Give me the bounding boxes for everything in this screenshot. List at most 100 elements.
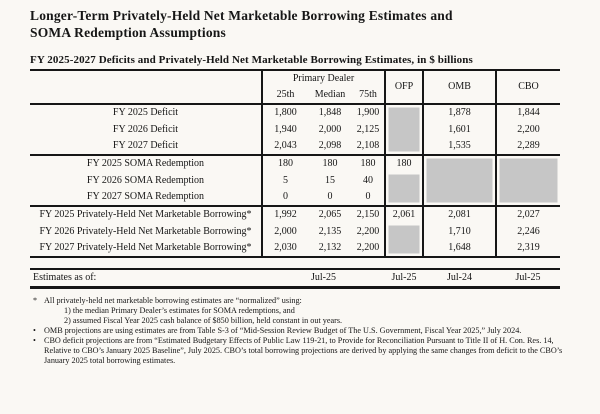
page-title: Longer-Term Privately-Held Net Marketabl… [30, 8, 570, 41]
table-row: FY 2027 Privately-Held Net Marketable Bo… [30, 240, 560, 257]
value-cell: 1,535 [423, 138, 497, 155]
value-cell: 1,992 [261, 206, 308, 223]
value-cell: 0 [327, 191, 333, 202]
value-cell: 180 [360, 158, 376, 169]
value-cell: 2,000 [261, 223, 308, 240]
footnotes: * All privately-held net marketable borr… [30, 296, 578, 366]
estimates-primary-dealer-date: Jul-25 [311, 272, 336, 284]
value-cell: 0 [261, 189, 308, 206]
table-row: FY 2026 Privately-Held Net Marketable Bo… [30, 223, 560, 257]
value-cell: 15 [325, 174, 335, 186]
value-cell: 2,043 [261, 138, 308, 155]
value-cell: 2,200 [517, 123, 540, 135]
header-row-percentiles: 25th Median 75th [30, 87, 560, 104]
value-cell: 1,844 [517, 107, 540, 118]
value-cell: 2,061 [384, 206, 424, 223]
value-cell: 1,648 [423, 240, 497, 257]
value-cell: 1,900 [356, 107, 380, 118]
value-cell: 2,065 [318, 209, 342, 220]
footnote-cbo: • CBO deficit projections are from “Esti… [30, 336, 578, 366]
value-cell: 2,135 [318, 225, 342, 237]
value-cell: 180 [322, 158, 338, 169]
row-label: FY 2026 Privately-Held Net Marketable Bo… [39, 225, 252, 237]
borrowing-estimates-table: Primary Dealer OFP OMB CBO 25th Median 7… [30, 69, 560, 258]
footnote-marker: • [33, 325, 36, 335]
estimates-as-of-table: Estimates as of: Jul-25 Jul-25 Jul-24 Ju… [30, 268, 560, 289]
value-cell: 2,132 [318, 242, 342, 253]
footnote-text: All privately-held net marketable borrow… [44, 295, 302, 305]
value-cell: 180 [261, 155, 308, 172]
value-cell: 1,800 [261, 104, 308, 121]
value-cell: 2,081 [423, 206, 497, 223]
estimates-label: Estimates as of: [33, 272, 97, 284]
footnote-marker: * [33, 295, 38, 305]
value-cell: 5 [261, 172, 308, 189]
value-cell: 2,319 [517, 242, 540, 253]
value-cell: 2,125 [356, 123, 380, 135]
row-label: FY 2026 Deficit [112, 123, 179, 135]
value-cell: 1,601 [423, 121, 497, 138]
value-cell: 1,710 [423, 223, 497, 240]
shaded-cell [384, 104, 424, 155]
shaded-cell [384, 172, 424, 206]
primary-dealer-group-header: Primary Dealer [261, 70, 385, 87]
value-cell: 2,108 [356, 140, 380, 151]
value-cell: 2,027 [517, 209, 540, 220]
footnote-text: CBO deficit projections are from “Estima… [44, 335, 563, 365]
value-cell: 2,000 [318, 123, 342, 135]
estimates-row: Estimates as of: Jul-25 Jul-25 Jul-24 Ju… [30, 269, 560, 287]
deficit-section: FY 2025 Deficit 1,800 1,848 1,900 1,878 … [30, 104, 560, 155]
value-cell: 2,200 [356, 242, 380, 253]
shaded-cell [496, 155, 560, 206]
footnote-subitem: 2) assumed Fiscal Year 2025 cash balance… [64, 315, 343, 325]
median-header: Median [314, 89, 346, 100]
footnote-marker: • [33, 335, 36, 345]
table-row: FY 2026 SOMA Redemption 5 15 40 [30, 172, 560, 206]
table-row: FY 2027 Deficit 2,043 2,098 2,108 1,535 … [30, 138, 560, 155]
value-cell: 2,030 [261, 240, 308, 257]
estimates-ofp-date: Jul-25 [391, 272, 417, 284]
table-header: Primary Dealer OFP OMB CBO 25th Median 7… [30, 70, 560, 104]
value-cell: 180 [384, 155, 424, 172]
value-cell: 0 [365, 191, 371, 202]
table-row: FY 2027 SOMA Redemption 0 0 0 [30, 189, 560, 206]
row-label: FY 2025 Deficit [112, 107, 179, 118]
value-cell: 2,150 [356, 209, 380, 220]
value-cell: 2,098 [318, 140, 342, 151]
footnote-subitem: 1) the median Primary Dealer’s estimates… [64, 305, 295, 315]
table-row: FY 2026 Deficit 1,940 2,000 2,125 1,601 … [30, 121, 560, 138]
estimates-omb-date: Jul-24 [447, 272, 472, 284]
page-title-line1: Longer-Term Privately-Held Net Marketabl… [30, 8, 453, 23]
row-label: FY 2027 SOMA Redemption [86, 191, 205, 202]
shaded-cell [423, 155, 497, 206]
cbo-column-header: CBO [518, 81, 539, 92]
value-cell: 2,200 [356, 225, 380, 237]
value-cell: 2,289 [517, 140, 540, 151]
header-row-groups: Primary Dealer OFP OMB CBO [30, 70, 560, 104]
value-cell: 1,940 [261, 121, 308, 138]
percentile-75-header: 75th [359, 89, 377, 100]
document-page: Longer-Term Privately-Held Net Marketabl… [30, 8, 578, 366]
value-cell: 40 [363, 174, 373, 186]
row-label: FY 2027 Privately-Held Net Marketable Bo… [39, 242, 252, 253]
page-title-line2: SOMA Redemption Assumptions [30, 24, 226, 40]
estimates-cbo-date: Jul-25 [515, 272, 541, 284]
table-row: FY 2025 Deficit 1,800 1,848 1,900 1,878 … [30, 104, 560, 155]
ofp-column-header: OFP [384, 70, 424, 104]
row-label: FY 2025 SOMA Redemption [86, 158, 205, 169]
row-label: FY 2027 Deficit [112, 140, 179, 151]
percentile-25-header: 25th [261, 87, 308, 104]
table-row: FY 2025 Privately-Held Net Marketable Bo… [30, 206, 560, 223]
table-row: FY 2025 SOMA Redemption 180 180 180 180 [30, 155, 560, 206]
value-cell: 1,878 [423, 104, 497, 121]
borrowing-section: FY 2025 Privately-Held Net Marketable Bo… [30, 206, 560, 257]
omb-column-header: OMB [423, 70, 497, 104]
table-title: FY 2025-2027 Deficits and Privately-Held… [30, 54, 473, 66]
row-label: FY 2025 Privately-Held Net Marketable Bo… [39, 209, 252, 220]
value-cell: 2,246 [517, 225, 540, 237]
shaded-cell [384, 223, 424, 257]
row-label-header [30, 70, 262, 104]
footnote-omb: • OMB projections are using estimates ar… [30, 326, 578, 336]
footnote-normalized: * All privately-held net marketable borr… [30, 296, 578, 326]
row-label: FY 2026 SOMA Redemption [86, 174, 205, 186]
